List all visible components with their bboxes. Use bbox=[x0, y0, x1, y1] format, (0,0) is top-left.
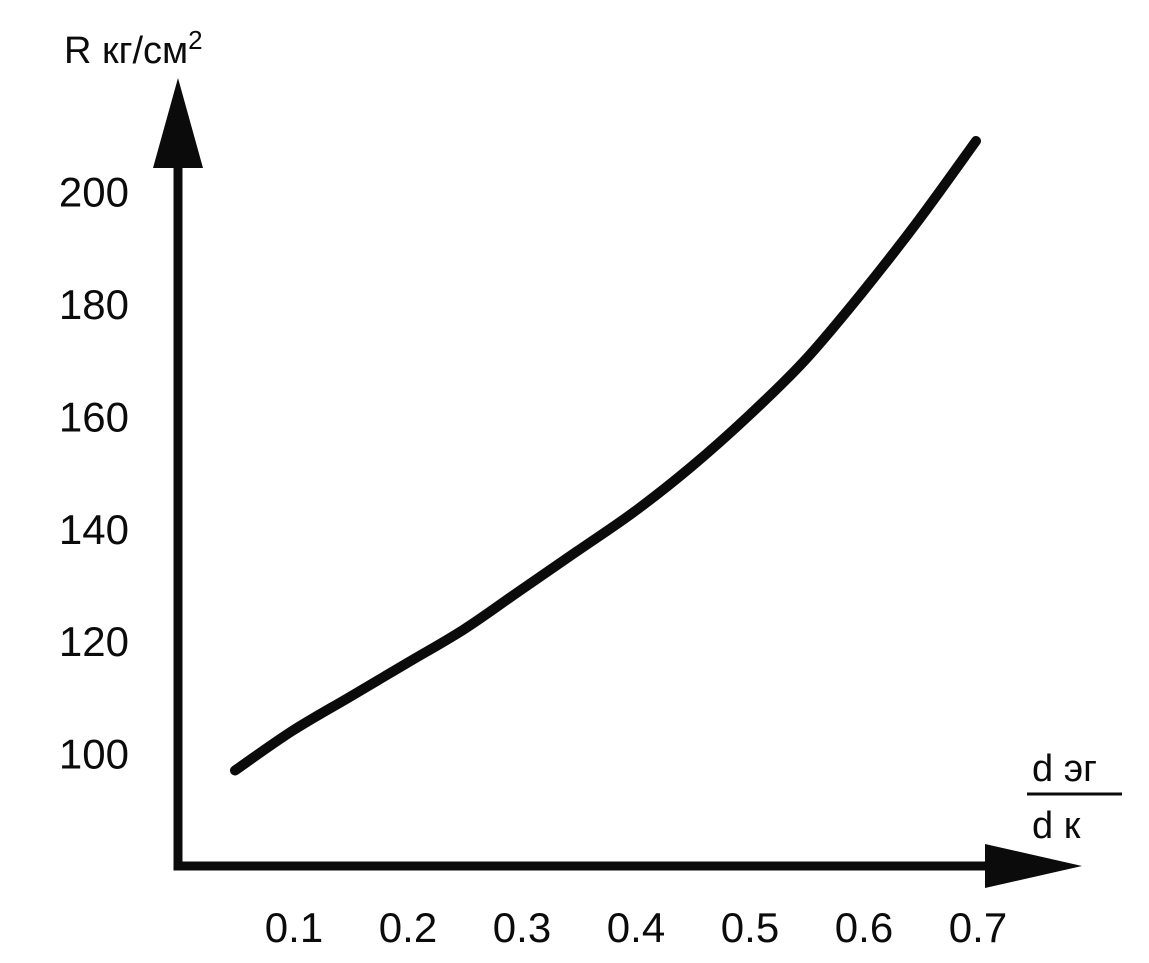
y-tick-labels: 100 120 140 160 180 200 bbox=[59, 169, 129, 778]
y-axis-title-superscript: 2 bbox=[188, 25, 202, 55]
x-tick-label: 0.6 bbox=[835, 904, 893, 951]
y-axis-title-main: R кг/см bbox=[64, 30, 188, 72]
y-tick-label: 120 bbox=[59, 618, 129, 665]
x-tick-label: 0.5 bbox=[721, 904, 779, 951]
x-axis-title-denominator: d к bbox=[1032, 805, 1081, 847]
x-tick-label: 0.3 bbox=[493, 904, 551, 951]
x-axis-title: d эг d к bbox=[1027, 748, 1122, 847]
x-tick-label: 0.4 bbox=[607, 904, 665, 951]
axes bbox=[153, 78, 1082, 888]
y-axis-arrow bbox=[153, 78, 203, 168]
x-axis-title-numerator: d эг bbox=[1032, 748, 1097, 790]
x-tick-label: 0.1 bbox=[265, 904, 323, 951]
series-line bbox=[230, 136, 981, 776]
x-tick-label: 0.7 bbox=[949, 904, 1007, 951]
y-tick-label: 140 bbox=[59, 506, 129, 553]
y-axis-title: R кг/см2 bbox=[64, 25, 203, 72]
x-tick-labels: 0.1 0.2 0.3 0.4 0.5 0.6 0.7 bbox=[265, 904, 1007, 951]
x-tick-label: 0.2 bbox=[379, 904, 437, 951]
y-tick-label: 100 bbox=[59, 731, 129, 778]
y-tick-label: 160 bbox=[59, 393, 129, 440]
y-tick-label: 180 bbox=[59, 281, 129, 328]
y-tick-label: 200 bbox=[59, 169, 129, 216]
series-layer bbox=[230, 136, 981, 776]
x-axis-arrow bbox=[985, 844, 1082, 888]
